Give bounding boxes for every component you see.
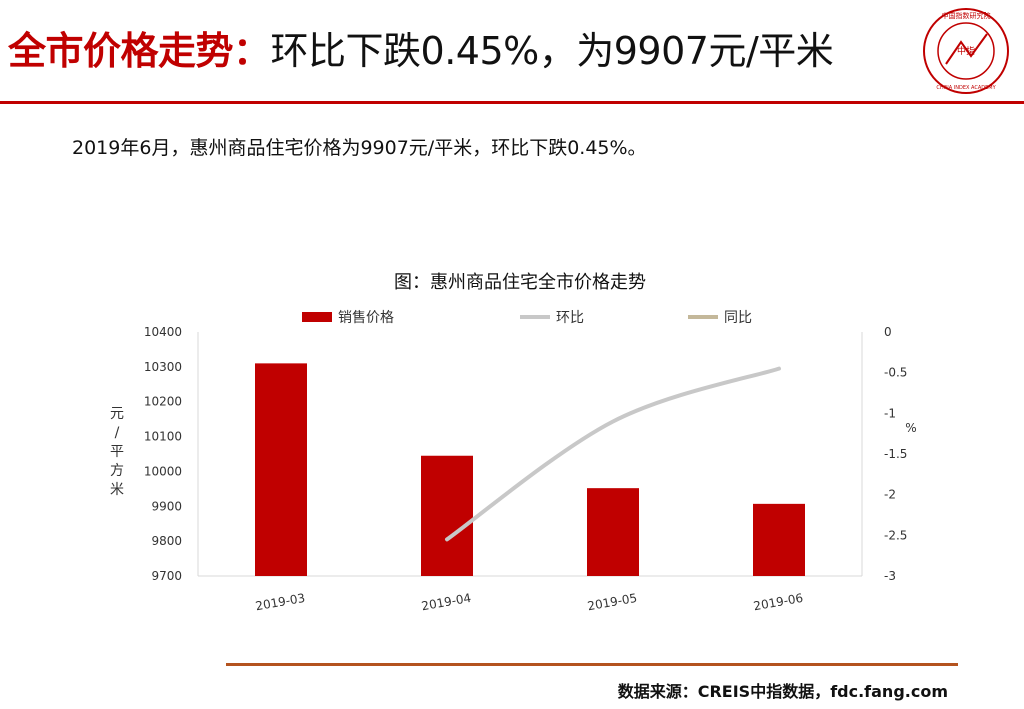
logo-center-text: 中指 (957, 45, 975, 57)
y2-tick-label: -1 (884, 406, 896, 420)
y-tick-label: 9900 (151, 499, 182, 513)
x-tick-label: 2019-06 (752, 591, 804, 613)
x-tick-label: 2019-05 (586, 591, 638, 613)
y2-tick-label: -2 (884, 488, 896, 502)
y-axis-label-char: / (115, 425, 120, 441)
y-tick-label: 10100 (144, 430, 182, 444)
chart-axes: 10400 10300 10200 10100 10000 9900 9800 9700 0 -0… (110, 325, 917, 613)
legend-label-同比: 同比 (724, 310, 752, 326)
x-tick-label: 2019-04 (420, 591, 472, 613)
y2-tick-label: 0 (884, 325, 892, 339)
x-tick-label: 2019-03 (254, 591, 306, 613)
chart-legend: 销售价格 环比 同比 (302, 310, 752, 326)
china-index-academy-seal-icon: 中国指数研究院 中指 CHINA INDEX ACADEMY (923, 8, 1009, 94)
y2-tick-label: -2.5 (884, 528, 907, 542)
legend-label-环比: 环比 (556, 310, 584, 326)
bar-2019-05 (587, 488, 639, 576)
y-tick-label: 9800 (151, 534, 182, 548)
series-line-环比 (445, 366, 781, 542)
header-divider (0, 101, 1024, 104)
y2-tick-label: -3 (884, 569, 896, 583)
source-divider (226, 663, 958, 666)
bar-2019-03 (255, 363, 307, 576)
logo-top-text: 中国指数研究院 (942, 11, 991, 20)
summary-text: 2019年6月，惠州商品住宅价格为9907元/平米，环比下跌0.45%。 (72, 137, 647, 159)
y2-tick-label: -1.5 (884, 447, 907, 461)
bar-2019-06 (753, 503, 805, 576)
y-axis-label-char: 方 (110, 463, 124, 479)
y-axis-label-char: 米 (110, 482, 124, 498)
y-tick-label: 10200 (144, 395, 182, 409)
legend-swatch-销售价格 (302, 312, 332, 322)
y-axis-label-char: 平 (110, 444, 124, 460)
header: 全市价格走势：环比下跌0.45%，为9907元/平米 中国指数研究院 中指 CH… (0, 0, 1024, 104)
y2-tick-label: -0.5 (884, 366, 907, 380)
price-trend-chart: 图：惠州商品住宅全市价格走势 销售价格 环比 同比 1040010300102001… (110, 272, 917, 613)
title-emphasis: 全市价格走势： (8, 29, 271, 73)
legend-label-销售价格: 销售价格 (338, 310, 394, 326)
y-tick-label: 10000 (144, 464, 182, 478)
y-tick-label: 10400 (144, 325, 182, 339)
data-source: 数据来源：CREIS中指数据，fdc.fang.com (617, 682, 948, 701)
line-series (445, 366, 781, 542)
y2-axis-label: % (905, 421, 916, 435)
title-text: 环比下跌0.45%，为9907元/平米 (270, 29, 834, 73)
page-title: 全市价格走势：环比下跌0.45%，为9907元/平米 (8, 26, 834, 76)
bar-2019-04 (421, 455, 473, 576)
y-tick-label: 9700 (151, 569, 182, 583)
y-tick-label: 10300 (144, 360, 182, 374)
chart-title: 图：惠州商品住宅全市价格走势 (394, 272, 646, 293)
bar-series (255, 363, 805, 576)
y-axis-label-char: 元 (110, 406, 124, 422)
logo-bottom-text: CHINA INDEX ACADEMY (936, 85, 996, 91)
